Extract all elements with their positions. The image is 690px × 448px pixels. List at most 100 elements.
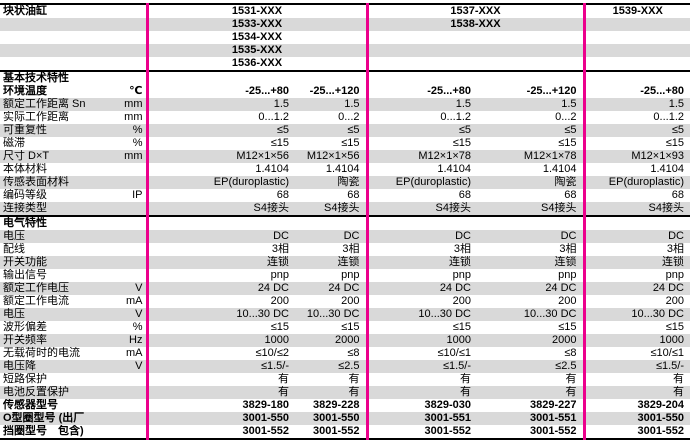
- spec-label: 可重复性: [0, 124, 105, 137]
- spec-value: 1.4104: [145, 163, 295, 176]
- model-number-group3: 1539-XXX: [582, 4, 690, 18]
- spec-value: ≤1.5/-: [145, 360, 295, 373]
- spec-row: 输出信号 pnp pnp pnp pnp pnp: [0, 269, 690, 282]
- spec-value: 3001-552: [313, 425, 360, 437]
- spec-value: M12×1×78: [365, 150, 477, 163]
- spec-value: 1.4104: [582, 163, 690, 176]
- spec-value: 3相: [365, 243, 477, 256]
- spec-value: 68: [564, 189, 577, 201]
- spec-value: DC: [365, 230, 477, 243]
- spec-label: 开关频率: [0, 334, 105, 347]
- spec-value: M12×1×56: [145, 150, 295, 163]
- spec-value: 0...1.2: [365, 111, 477, 124]
- spec-value: 有: [145, 386, 295, 399]
- spec-label: 挡圈型号 包含): [3, 425, 84, 437]
- spec-value: 2000: [295, 334, 367, 347]
- spec-value: 1.5: [145, 98, 295, 111]
- empty-cell: [295, 70, 367, 85]
- spec-row: 实际工作距离 mm 0...1.2 0...2 0...1.2 0...2 0...1.2: [0, 111, 690, 124]
- spec-row: 电压降 V ≤1.5/- ≤2.5 ≤1.5/- ≤2.5 ≤1.5/-: [0, 360, 690, 373]
- spec-unit: [105, 176, 147, 189]
- spec-value: -25...+80: [582, 85, 690, 98]
- model-number-group1: 1536-XXX: [145, 57, 367, 71]
- spec-value: 陶瓷: [295, 176, 367, 189]
- spec-value: ≤5: [295, 124, 367, 137]
- spec-value: 24 DC: [582, 282, 690, 295]
- spec-label: 电压降: [0, 360, 105, 373]
- spec-value: 1.5: [295, 98, 367, 111]
- spec-row: 电压 DC DC DC DC DC: [0, 230, 690, 243]
- empty-cell: [582, 215, 690, 230]
- spec-label: 波形偏差: [3, 321, 47, 333]
- spec-value: ≤15: [558, 321, 577, 333]
- spec-value: 200: [582, 295, 690, 308]
- spec-row: 额定工作距离 Sn mm 1.5 1.5 1.5 1.5 1.5: [0, 98, 690, 111]
- spec-value: 3001-551: [477, 412, 584, 425]
- spec-value: ≤5: [365, 124, 477, 137]
- spec-value: M12×1×93: [582, 150, 690, 163]
- spec-row: 开关功能 连锁 连锁 连锁 连锁 连锁: [0, 256, 690, 269]
- spec-value: S4接头: [145, 202, 295, 216]
- model-number-group1: 1533-XXX: [145, 18, 367, 31]
- spec-value: 24 DC: [365, 282, 477, 295]
- spec-value: 0...1.2: [582, 111, 690, 124]
- spec-value: 1.4104: [542, 163, 577, 175]
- spec-row: 传感表面材料 EP(duroplastic) 陶瓷 EP(duroplastic) 陶瓷…: [0, 176, 690, 189]
- spec-value: 3相: [342, 243, 360, 255]
- spec-value: 3829-180: [145, 399, 295, 412]
- spec-value: ≤10/≤1: [582, 347, 690, 360]
- model-number-group1: 1535-XXX: [145, 44, 367, 57]
- empty-cell: [477, 70, 584, 85]
- model-number-group3: [582, 31, 690, 44]
- spec-value: 3相: [145, 243, 295, 256]
- spec-value: 有: [365, 386, 477, 399]
- spec-unit: Hz: [105, 334, 147, 347]
- model-number-group3: [582, 18, 690, 31]
- empty-cell: [0, 44, 147, 57]
- spec-value: 有: [348, 373, 360, 385]
- spec-label: 无载荷时的电流: [3, 347, 80, 359]
- spec-value: ≤8: [564, 347, 577, 359]
- section-header-row: 电气特性: [0, 215, 690, 230]
- model-number-group2: [365, 31, 584, 44]
- spec-value: S4接头: [477, 202, 584, 216]
- spec-label: 配线: [3, 243, 25, 255]
- spec-value: S4接头: [295, 202, 367, 216]
- spec-value: 1000: [365, 334, 477, 347]
- spec-value: 3829-227: [530, 399, 577, 411]
- spec-row: 编码等级 IP 68 68 68 68 68: [0, 189, 690, 202]
- section-label: 电气特性: [0, 215, 147, 230]
- spec-value: 1.4104: [325, 163, 360, 175]
- spec-value: 有: [565, 373, 577, 385]
- spec-row: 环境温度 ℃ -25...+80 -25...+120 -25...+80 -25...+…: [0, 85, 690, 98]
- model-number-group2: [365, 57, 584, 71]
- spec-unit: %: [132, 321, 143, 333]
- spec-value: 1000: [145, 334, 295, 347]
- spec-value: DC: [295, 230, 367, 243]
- section-header-row: 基本技术特性: [0, 70, 690, 85]
- spec-value: 3001-552: [365, 425, 477, 439]
- empty-cell: [0, 57, 147, 71]
- spec-value: ≤15: [145, 137, 295, 150]
- spec-value: M12×1×56: [295, 150, 367, 163]
- empty-cell: [582, 70, 690, 85]
- spec-value: 3829-204: [582, 399, 690, 412]
- spec-row: 磁滞% ≤15 ≤15 ≤15 ≤15 ≤15: [0, 137, 690, 150]
- spec-value: 陶瓷: [477, 176, 584, 189]
- empty-cell: [145, 215, 295, 230]
- spec-value: ≤15: [365, 137, 477, 150]
- spec-row: 连接类型 S4接头 S4接头 S4接头 S4接头 S4接头: [0, 202, 690, 216]
- spec-value: 0...1.2: [145, 111, 295, 124]
- spec-value: 24 DC: [145, 282, 295, 295]
- model-number-group1: 1534-XXX: [145, 31, 367, 44]
- spec-unit: IP: [132, 189, 143, 201]
- spec-value: 连锁: [365, 256, 477, 269]
- spec-value: 3相: [559, 243, 577, 255]
- spec-label: O型圈型号 (出厂: [0, 412, 105, 425]
- empty-cell: [0, 31, 147, 44]
- spec-value: ≤2.5: [477, 360, 584, 373]
- spec-unit: [105, 243, 147, 256]
- spec-value: 68: [347, 189, 360, 201]
- spec-row: 开关频率 Hz 1000 2000 1000 2000 1000: [0, 334, 690, 347]
- spec-value: ≤15: [558, 137, 577, 149]
